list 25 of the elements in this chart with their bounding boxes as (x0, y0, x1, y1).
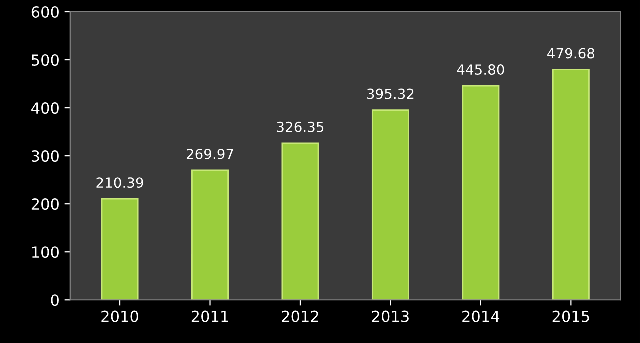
y-tick-label: 600 (32, 6, 59, 18)
data-label: 479.68 (548, 48, 595, 59)
y-tick-label: 100 (32, 246, 59, 258)
bar (462, 85, 500, 300)
bar (552, 69, 590, 300)
x-tick-label: 2014 (462, 310, 500, 322)
y-tick-label: 200 (32, 198, 59, 210)
x-tick-label: 2015 (552, 310, 590, 322)
data-label: 395.32 (367, 88, 414, 100)
y-tick-label: 500 (32, 54, 59, 66)
y-tick-label: 400 (32, 102, 59, 114)
x-tick-label: 2013 (372, 310, 409, 322)
x-tick-label: 2010 (102, 310, 138, 322)
x-tick-label: 2011 (192, 310, 228, 322)
bar (101, 198, 139, 300)
x-tick-label: 2012 (282, 310, 318, 322)
data-label: 269.97 (186, 148, 234, 160)
bar (282, 142, 320, 300)
data-label: 326.35 (277, 122, 324, 132)
bar (192, 170, 229, 300)
y-tick-label: 0 (51, 294, 59, 306)
bar (372, 110, 410, 300)
data-label: 445.80 (457, 64, 504, 76)
y-tick-label: 300 (32, 150, 59, 162)
data-label: 210.39 (96, 178, 144, 188)
